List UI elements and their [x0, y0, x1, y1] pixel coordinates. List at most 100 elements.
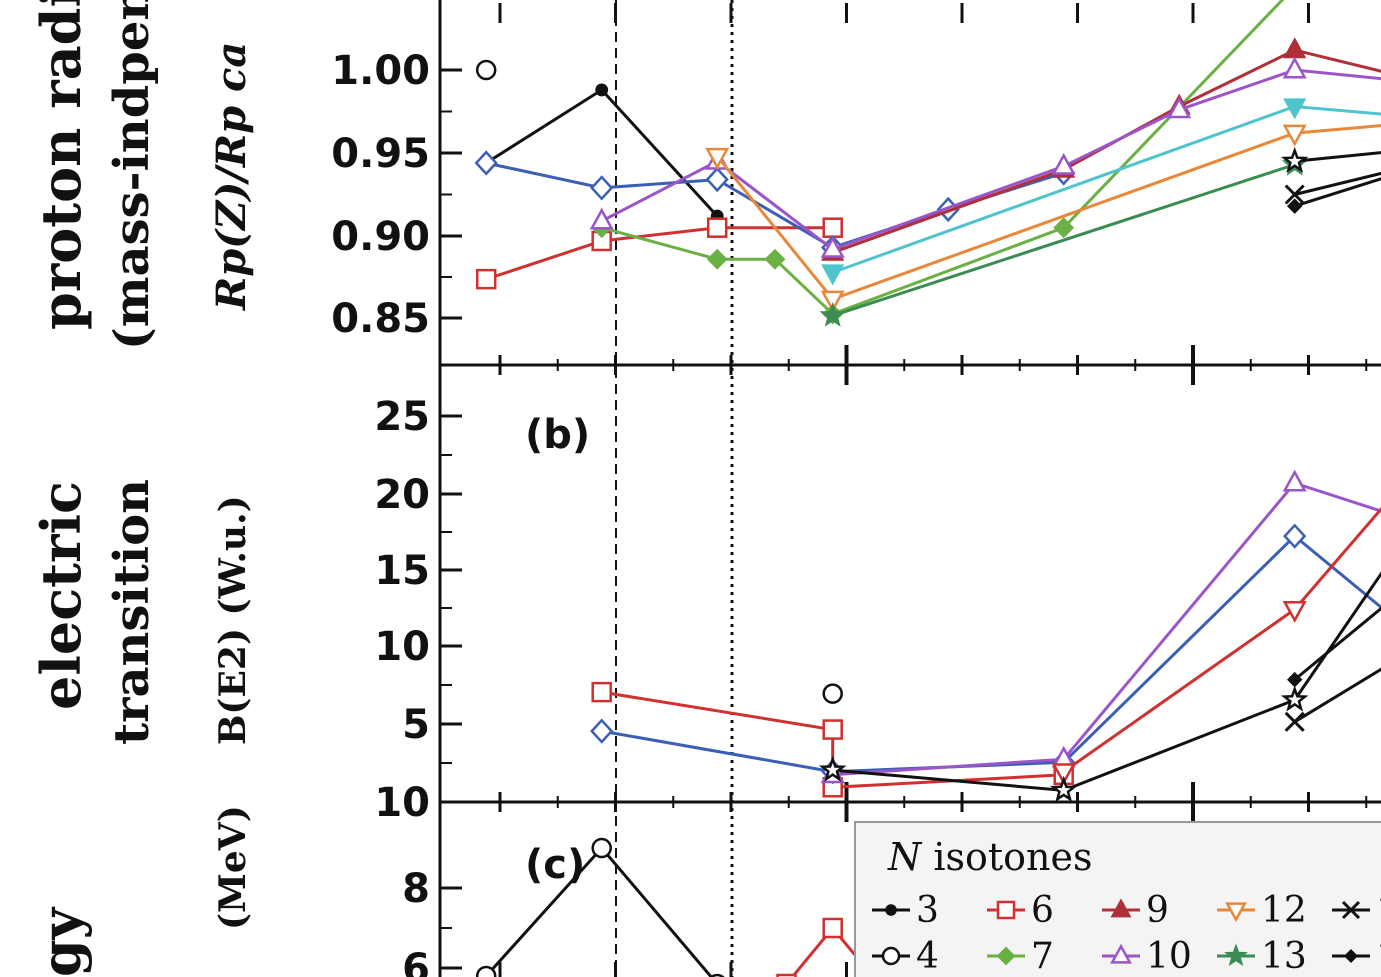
data-point: [1283, 523, 1307, 549]
legend-label: 13: [1261, 936, 1307, 977]
data-point: [705, 166, 729, 193]
data-point: [1053, 217, 1075, 239]
legend-entry: 4: [872, 936, 939, 977]
series-16: [1286, 177, 1381, 214]
data-point: [589, 207, 614, 230]
series-12: [705, 124, 1381, 313]
series-4: [822, 683, 843, 704]
series-8: [590, 523, 1381, 785]
y-tick-label: 6: [402, 946, 430, 977]
data-point: [1225, 902, 1247, 923]
y-axis-label-a: Rp(Z)/Rp ca: [208, 42, 255, 311]
y-tick-label: 0.85: [331, 296, 430, 342]
data-point: [590, 718, 614, 744]
row-title-a-line1: proton radii: [29, 0, 93, 330]
data-point: [1051, 763, 1076, 786]
data-point: [822, 683, 843, 704]
data-point: [820, 290, 845, 313]
y-axis-label-c: (MeV): [212, 805, 254, 930]
series-3: [475, 837, 725, 977]
legend-entry: 10: [1102, 936, 1192, 977]
y-tick-label: 0.95: [331, 131, 430, 177]
data-series: [474, 0, 1381, 977]
data-point: [1110, 898, 1132, 918]
data-point: [1341, 900, 1361, 920]
panel-c-series: [475, 837, 1072, 977]
data-point: [881, 946, 901, 966]
legend-label: 9: [1146, 890, 1169, 931]
y-tick-label: 15: [374, 548, 430, 594]
data-point: [996, 946, 1016, 966]
series-15: [1284, 667, 1381, 732]
legend-entries: 3456789101112131411: [872, 890, 1381, 977]
legend-label: 10: [1146, 936, 1192, 977]
series-6: [475, 217, 843, 290]
data-point: [820, 235, 845, 258]
data-point: [1167, 96, 1192, 119]
data-point: [885, 904, 897, 916]
series-14: [818, 571, 1381, 802]
data-point: [1280, 685, 1309, 712]
legend-entry: 13: [1217, 936, 1307, 977]
series-15: [1284, 171, 1381, 205]
data-point: [705, 147, 730, 170]
data-point: [822, 217, 843, 238]
data-point: [822, 917, 843, 939]
y-axis-label-b: B(E2) (W.u.): [212, 495, 254, 745]
legend-label: 6: [1031, 890, 1054, 931]
data-point: [764, 248, 786, 270]
legend-entry: 1: [1332, 936, 1381, 977]
series-11: [821, 98, 1381, 286]
row-title-c-line1: gy: [29, 906, 93, 977]
data-point: [1282, 469, 1307, 492]
data-point: [1284, 711, 1305, 732]
panel-label-c: (c): [525, 842, 585, 888]
series-4: [475, 59, 497, 81]
series-line: [716, 124, 1381, 301]
data-point: [1343, 948, 1359, 964]
series-line: [1294, 171, 1381, 196]
series-line: [832, 48, 1381, 255]
series-line: [1062, 506, 1381, 773]
y-tick-label: 10: [374, 624, 430, 670]
data-point: [1049, 775, 1078, 802]
series-3: [479, 83, 724, 223]
data-point: [1283, 98, 1307, 120]
series-line: [1293, 606, 1381, 681]
data-point: [595, 83, 609, 97]
legend-label: 1: [1376, 890, 1381, 931]
panel-b-series: [590, 469, 1381, 802]
legend-label: 1: [1376, 936, 1381, 977]
data-point: [706, 217, 728, 238]
legend-title-italic: N: [887, 835, 923, 879]
y-axis-labels: Rp(Z)/Rp ca B(E2) (W.u.) (MeV): [208, 42, 255, 930]
data-point: [1224, 943, 1248, 967]
series-line: [601, 0, 1285, 316]
y-tick-label: 1.00: [331, 48, 430, 94]
legend-title: N isotones: [887, 835, 1092, 879]
row-title-b-line2: transition: [104, 479, 160, 745]
series-line: [485, 845, 714, 977]
series-16: [1286, 606, 1381, 688]
data-point: [1283, 37, 1307, 59]
data-point: [818, 755, 847, 782]
data-point: [821, 264, 845, 286]
data-point: [819, 301, 846, 327]
data-point: [1051, 152, 1076, 175]
data-point: [1286, 198, 1303, 214]
series-7: [591, 0, 1285, 325]
data-point: [475, 965, 497, 977]
y-tick-label: 20: [374, 472, 430, 518]
legend-entry: 1: [1332, 890, 1381, 931]
legend-label: 4: [916, 936, 939, 977]
reference-lines: [615, 0, 734, 977]
data-point: [475, 59, 497, 81]
data-point: [474, 150, 498, 176]
series-line: [832, 163, 1296, 318]
series-14: [1280, 146, 1381, 173]
series-line: [1294, 151, 1381, 163]
data-point: [591, 837, 612, 859]
data-point: [590, 175, 614, 201]
data-point: [1282, 56, 1307, 79]
